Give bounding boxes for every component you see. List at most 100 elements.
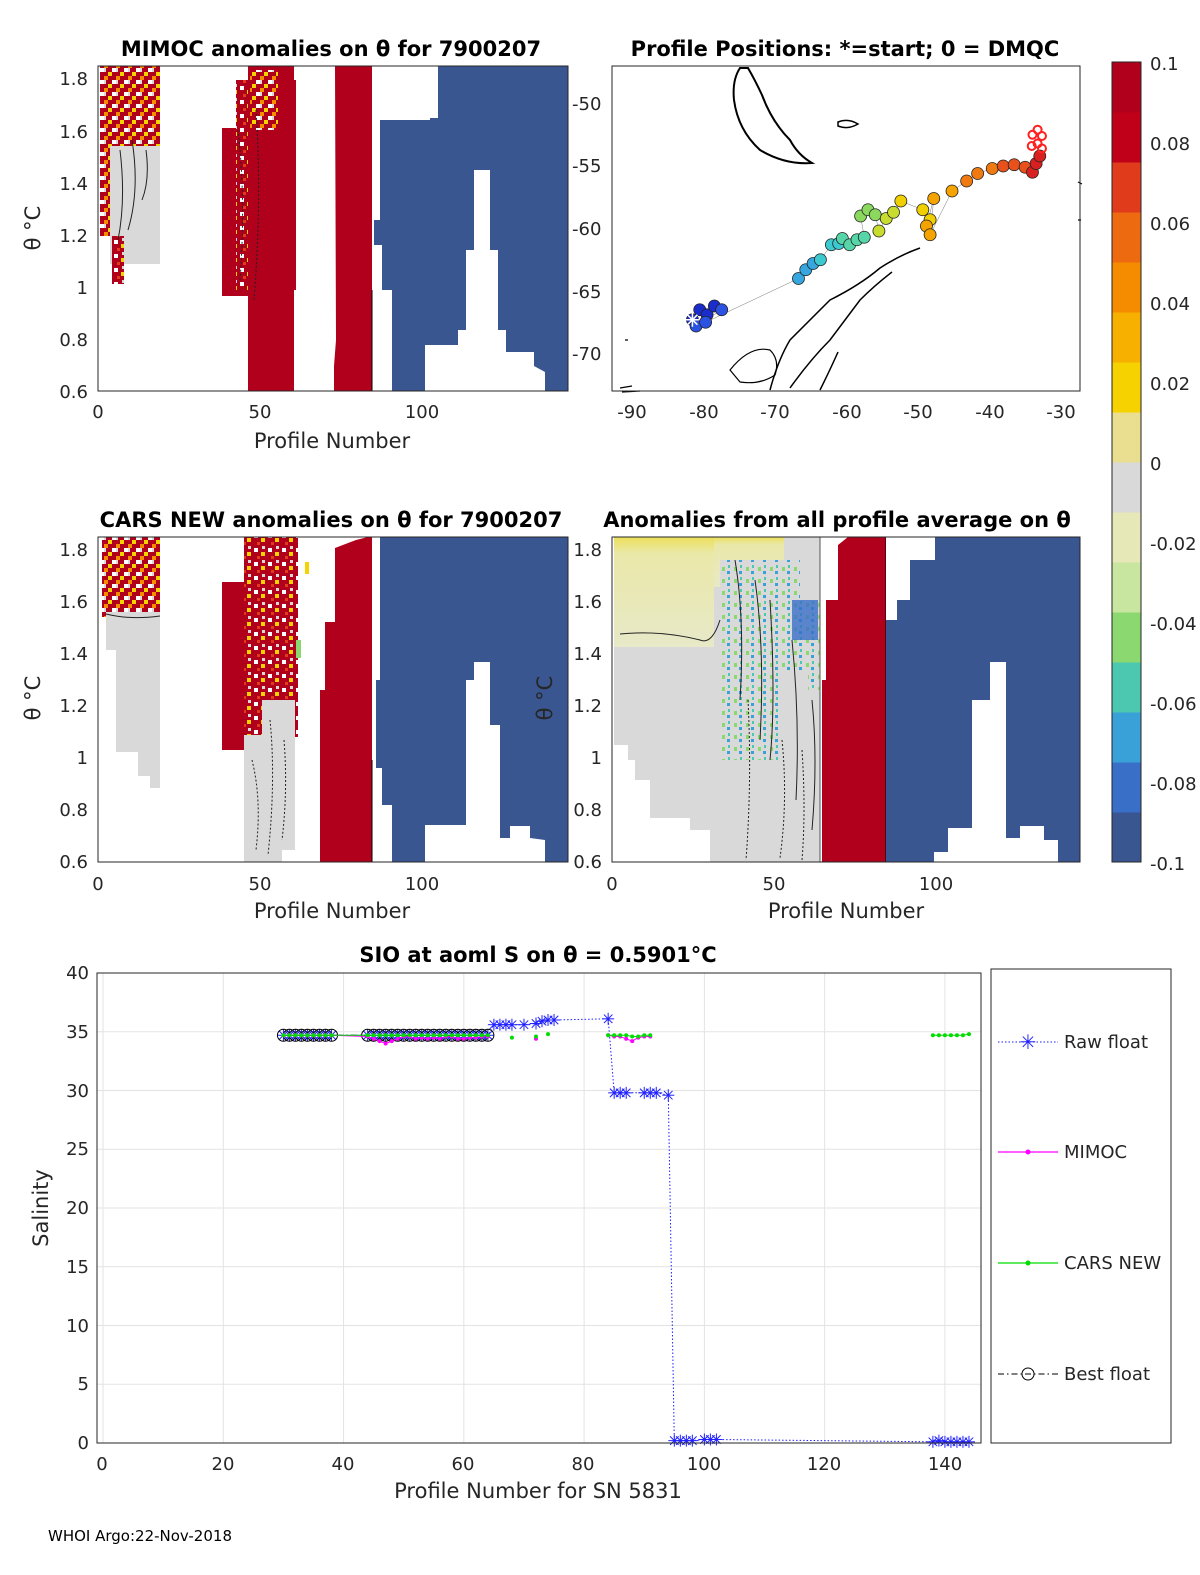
- colorbar-segment: [1112, 762, 1141, 813]
- raw-float-point-stroke: [603, 1014, 613, 1024]
- colorbar-segment: [1112, 262, 1141, 313]
- salinity-ytick: 15: [66, 1257, 89, 1278]
- salinity-title: SIO at aoml S on θ = 0.5901°C: [359, 943, 716, 967]
- positions-xtick: -40: [975, 402, 1004, 423]
- legend-marker-raw: ✳: [1020, 1030, 1037, 1054]
- average-block: [886, 537, 1080, 862]
- panel-salinity: SIO at aoml S on θ = 0.5901°C 40 35 30 2…: [29, 943, 1172, 1503]
- average-xtick: 50: [763, 874, 786, 895]
- average-ytick: 0.8: [573, 800, 602, 821]
- mimoc-point: [461, 1036, 466, 1041]
- cars-point: [293, 1033, 298, 1038]
- cars-point: [467, 1033, 472, 1038]
- raw-float-point: [536, 1015, 549, 1028]
- average-contour: [745, 699, 805, 861]
- profile-position-marker: [916, 203, 930, 217]
- cars-ylabel: θ °C: [21, 676, 45, 721]
- average-ytick: 0.6: [573, 852, 602, 873]
- profile-position-marker: [857, 230, 871, 244]
- raw-float-point-stroke: [537, 1016, 547, 1026]
- legend-label-raw: Raw float: [1064, 1032, 1148, 1053]
- footer-note: WHOI Argo:22-Nov-2018: [48, 1527, 232, 1545]
- average-ytick: 1: [591, 748, 602, 769]
- raw-float-point: [650, 1086, 663, 1099]
- positions-markers: [685, 124, 1047, 333]
- profile-position-marker: [699, 315, 712, 329]
- cars-point: [305, 1033, 310, 1038]
- cars-point: [317, 1033, 322, 1038]
- mimoc-xlabel: Profile Number: [254, 429, 411, 453]
- average-ytick: 1.2: [573, 696, 602, 717]
- cars-point: [936, 1033, 941, 1038]
- colorbar-tick: -0.08: [1150, 774, 1197, 795]
- dmqc-marker: [1026, 141, 1037, 151]
- cars-contour: [251, 719, 287, 856]
- positions-xtick: -60: [832, 402, 861, 423]
- cars-point: [377, 1033, 382, 1038]
- cars-point: [419, 1033, 424, 1038]
- salinity-xtick: 60: [452, 1454, 475, 1475]
- cars-block: [106, 612, 160, 788]
- raw-float-point: [710, 1433, 723, 1446]
- cars-ytick: 0.6: [59, 852, 88, 873]
- colorbar-segment: [1112, 362, 1141, 413]
- positions-ytick: -55: [572, 156, 601, 177]
- raw-float-point: [505, 1018, 518, 1031]
- mimoc-point: [425, 1036, 430, 1041]
- raw-float-point-stroke: [928, 1437, 938, 1447]
- legend-marker-best: [1021, 1367, 1035, 1381]
- mimoc-xtick: 100: [405, 402, 439, 423]
- mimoc-ytick: 0.6: [59, 382, 88, 403]
- raw-float-point: [926, 1435, 939, 1448]
- legend-label-best: Best float: [1064, 1364, 1150, 1385]
- cars-point: [473, 1033, 478, 1038]
- cars-block: [430, 840, 470, 858]
- salinity-ylabel: Salinity: [29, 1169, 53, 1247]
- average-block: [614, 537, 714, 647]
- cars-block: [296, 640, 301, 658]
- cars-point: [966, 1032, 971, 1037]
- colorbar-tick: -0.04: [1150, 614, 1197, 635]
- raw-float-point: [548, 1014, 561, 1026]
- cars-contour: [105, 613, 161, 619]
- colorbar-segment: [1112, 812, 1141, 863]
- raw-float-point: [620, 1086, 633, 1099]
- average-ytick: 1.8: [573, 540, 602, 561]
- colorbar-ticks: 0.1 0.08 0.06 0.04 0.02 0 -0.02 -0.04 -0…: [1150, 54, 1197, 875]
- salinity-ytick: 0: [78, 1433, 89, 1454]
- dmqc-marker: [1036, 131, 1047, 141]
- cars-block: [320, 537, 372, 862]
- salinity-xlabel: Profile Number for SN 5831: [394, 1479, 682, 1503]
- positions-xtick: -70: [760, 402, 789, 423]
- colorbar-segment: [1112, 562, 1141, 613]
- raw-float-point-stroke: [651, 1088, 661, 1098]
- legend-item-raw: ✳ Raw float: [998, 1030, 1148, 1054]
- colorbar-segment: [1112, 512, 1141, 563]
- mimoc-point: [377, 1039, 382, 1044]
- cars-point: [948, 1033, 953, 1038]
- profile-position-marker: [814, 253, 827, 267]
- start-marker: [685, 312, 700, 327]
- cars-point: [395, 1033, 400, 1038]
- salinity-xtick: 40: [332, 1454, 355, 1475]
- average-block: [886, 537, 935, 620]
- mimoc-axes-box: [97, 65, 569, 392]
- cars-point: [443, 1033, 448, 1038]
- salinity-ytick: 10: [66, 1316, 89, 1337]
- cars-point: [606, 1033, 611, 1038]
- colorbar-tick: 0.08: [1150, 134, 1190, 155]
- positions-title: Profile Positions: *=start; 0 = DMQC: [631, 37, 1060, 61]
- legend-box: [990, 968, 1172, 1444]
- colorbar-tick: 0: [1150, 454, 1161, 475]
- cars-point: [461, 1033, 466, 1038]
- falkland-coastline: [837, 119, 860, 129]
- mimoc-title: MIMOC anomalies on θ for 7900207: [121, 37, 541, 61]
- cars-point: [299, 1033, 304, 1038]
- average-ytick: 1.4: [573, 644, 602, 665]
- mimoc-point: [371, 1036, 376, 1041]
- average-axes-box: [611, 536, 1081, 863]
- profile-position-marker: [715, 303, 729, 317]
- colorbar-segment: [1112, 162, 1141, 213]
- colorbar-segment: [1112, 712, 1141, 763]
- positions-ytick: -70: [572, 344, 601, 365]
